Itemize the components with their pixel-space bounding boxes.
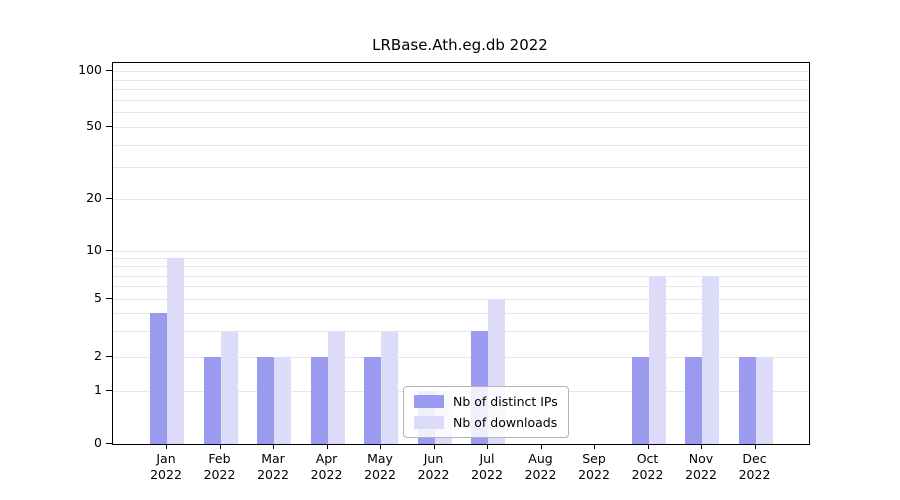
gridline (113, 71, 809, 72)
x-tick-mark (273, 444, 274, 449)
y-tick-mark (106, 298, 112, 299)
x-tick-label: Jan 2022 (150, 451, 182, 482)
x-tick-mark (433, 444, 435, 449)
x-tick-mark (594, 444, 595, 449)
gridline (113, 275, 809, 277)
gridline (113, 167, 809, 169)
legend-swatch-downloads-icon (414, 416, 444, 429)
bar-distinct-ips-apr (310, 357, 328, 444)
x-tick-label: May 2022 (364, 451, 396, 482)
gridline (113, 357, 809, 358)
bar-distinct-ips-may (364, 357, 381, 444)
bar-downloads-feb (220, 331, 238, 444)
bar-downloads-may (381, 331, 398, 444)
gridline (113, 251, 809, 252)
legend-item-downloads: Nb of downloads (414, 415, 558, 430)
legend-label-distinct-ips: Nb of distinct IPs (453, 394, 558, 409)
bar-downloads-jan (167, 258, 184, 444)
y-tick-mark (106, 126, 112, 127)
y-tick-label: 10 (86, 242, 102, 257)
y-tick-label: 0 (94, 435, 102, 450)
gridline (113, 286, 809, 288)
x-tick-mark (380, 444, 381, 449)
x-tick-label: Sep 2022 (578, 451, 610, 482)
gridline (113, 99, 809, 101)
x-tick-mark (166, 444, 167, 449)
x-tick-mark (701, 444, 702, 449)
bar-distinct-ips-oct (631, 357, 649, 444)
gridline (113, 258, 809, 260)
gridline (113, 144, 809, 146)
x-tick-mark (647, 444, 649, 449)
y-tick-label: 100 (78, 62, 102, 77)
gridline (113, 112, 809, 114)
bar-distinct-ips-mar (257, 357, 274, 444)
x-tick-label: Nov 2022 (685, 451, 717, 482)
y-tick-label: 2 (94, 348, 102, 363)
y-tick-mark (106, 443, 112, 444)
bar-downloads-apr (327, 331, 345, 444)
x-tick-mark (540, 444, 542, 449)
x-tick-label: Jul 2022 (471, 451, 503, 482)
gridline (113, 127, 809, 128)
x-tick-mark (754, 444, 756, 449)
gridline (113, 199, 809, 200)
x-tick-label: Dec 2022 (738, 451, 771, 482)
bar-downloads-nov (702, 275, 719, 444)
bar-distinct-ips-feb (203, 357, 221, 444)
chart-title: LRBase.Ath.eg.db 2022 (372, 36, 548, 54)
bar-downloads-oct (648, 275, 666, 444)
y-tick-label: 50 (86, 118, 102, 133)
gridline (113, 79, 809, 81)
x-tick-label: Mar 2022 (257, 451, 289, 482)
x-tick-mark (487, 444, 488, 449)
bar-downloads-dec (755, 357, 773, 444)
y-tick-label: 1 (94, 382, 102, 397)
y-tick-mark (106, 250, 112, 251)
gridline (113, 331, 809, 333)
legend-swatch-distinct-ips-icon (414, 395, 444, 408)
gridline (113, 89, 809, 91)
legend: Nb of distinct IPs Nb of downloads (403, 386, 569, 438)
x-tick-mark (326, 444, 328, 449)
gridline (113, 299, 809, 300)
gridline (113, 313, 809, 315)
x-tick-mark (219, 444, 221, 449)
x-tick-label: Aug 2022 (524, 451, 557, 482)
legend-label-downloads: Nb of downloads (453, 415, 558, 430)
x-tick-label: Apr 2022 (310, 451, 343, 482)
y-tick-mark (106, 70, 112, 71)
bar-downloads-mar (274, 357, 291, 444)
x-tick-label: Jun 2022 (417, 451, 450, 482)
y-tick-label: 5 (94, 290, 102, 305)
x-tick-label: Feb 2022 (203, 451, 236, 482)
y-tick-mark (106, 198, 112, 199)
y-tick-mark (106, 356, 112, 357)
x-tick-label: Oct 2022 (631, 451, 664, 482)
legend-item-distinct-ips: Nb of distinct IPs (414, 394, 558, 409)
y-tick-mark (106, 390, 112, 391)
y-tick-label: 20 (86, 190, 102, 205)
gridline (113, 266, 809, 268)
bar-distinct-ips-nov (685, 357, 702, 444)
bar-distinct-ips-dec (738, 357, 756, 444)
bar-distinct-ips-jan (150, 313, 167, 444)
